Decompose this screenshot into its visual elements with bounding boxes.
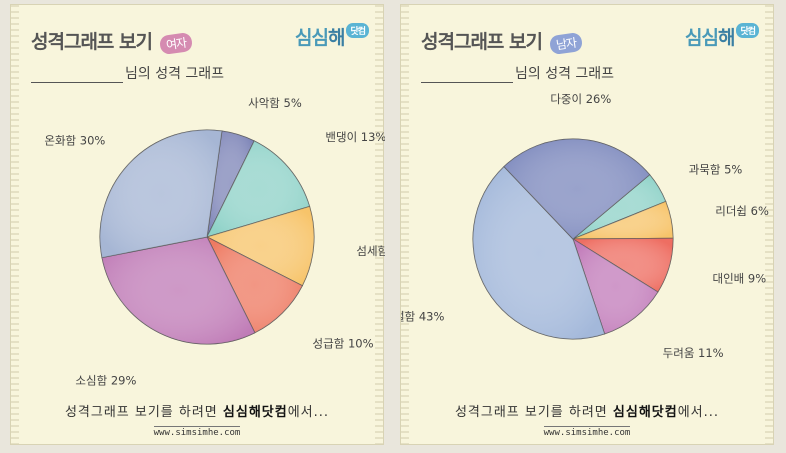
pie-slice-shading (573, 238, 673, 292)
url-text[interactable]: www.simsimhe.com (153, 426, 241, 438)
subtitle-text: 님의 성격 그래프 (515, 66, 615, 82)
footer-suffix: 에서... (677, 405, 720, 420)
site-logo[interactable]: 심심해 닷컴 (685, 23, 759, 50)
site-url[interactable]: www.simsimhe.com (401, 426, 773, 438)
footer-site-name: 심심해닷컴 (612, 405, 678, 420)
logo-text-2: 해 (717, 27, 736, 49)
slice-label: 털털함 43% (401, 309, 444, 323)
pie-slice-shading (100, 129, 222, 258)
pie-slice-shading (573, 239, 658, 334)
footer-site-name: 심심해닷컴 (222, 405, 288, 420)
pie-slice-shading (473, 166, 605, 339)
logo-text: 심심 (294, 27, 329, 49)
name-blank-line (421, 68, 513, 83)
page-title: 성격그래프 보기 남자 (421, 27, 584, 56)
pie-slice-shading (207, 131, 255, 237)
female-graph-panel: 성격그래프 보기 여자 심심해 닷컴 님의 성격 그래프 사악함 5% 밴댕이 13%… (10, 4, 385, 445)
footer-prefix: 성격그래프 보기를 하려면 (454, 405, 613, 420)
perforation-right (765, 5, 773, 444)
slice-label: 사악함 5% (248, 96, 302, 110)
pie-slice-shading (207, 206, 314, 286)
male-graph-panel: 성격그래프 보기 남자 심심해 닷컴 님의 성격 그래프 과묵함 5% 리더쉽 6% 대… (400, 4, 774, 445)
footer-suffix: 에서... (287, 405, 330, 420)
slice-label: 두려움 11% (663, 346, 724, 360)
url-text[interactable]: www.simsimhe.com (543, 426, 631, 438)
name-subtitle: 님의 성격 그래프 (31, 63, 224, 83)
footer-text: 성격그래프 보기를 하려면 심심해닷컴에서... (401, 401, 773, 420)
slice-label: 소심함 29% (75, 374, 136, 388)
pie-slice-shading (573, 174, 666, 239)
pie-slice-shading (101, 237, 255, 344)
female-pie-chart: 사악함 5% 밴댕이 13% 섬세함 12% 성급함 10% 소심함 29% 온화함 30… (44, 96, 385, 388)
logo-badge: 닷컴 (736, 23, 759, 38)
logo-badge: 닷컴 (346, 23, 369, 38)
perforation-right (375, 5, 383, 444)
slice-label: 섬세함 12% (356, 244, 385, 258)
perforation-left (401, 5, 409, 444)
slice-label: 리더쉽 6% (715, 204, 769, 218)
slice-label: 성급함 10% (313, 337, 374, 351)
title-text: 성격그래프 보기 (31, 31, 153, 53)
site-url[interactable]: www.simsimhe.com (11, 426, 383, 438)
footer-text: 성격그래프 보기를 하려면 심심해닷컴에서... (11, 401, 383, 420)
footer-prefix: 성격그래프 보기를 하려면 (64, 405, 223, 420)
pie-slice-shading (573, 201, 673, 239)
male-pie-chart: 과묵함 5% 리더쉽 6% 대인배 9% 두려움 11% 털털함 43% 다중이 26% (401, 92, 769, 360)
slice-label: 대인배 9% (713, 271, 767, 285)
pie-slice-shading (207, 140, 310, 237)
site-logo[interactable]: 심심해 닷컴 (295, 23, 369, 50)
logo-text-2: 해 (327, 27, 346, 49)
slice-label: 밴댕이 13% (325, 130, 385, 144)
subtitle-text: 님의 성격 그래프 (125, 66, 225, 82)
page-title: 성격그래프 보기 여자 (31, 27, 194, 56)
perforation-left (11, 5, 19, 444)
slice-label: 과묵함 5% (689, 162, 743, 176)
pie-slice-shading (504, 139, 650, 239)
name-subtitle: 님의 성격 그래프 (421, 63, 614, 83)
logo-text: 심심 (684, 27, 719, 49)
slice-label: 온화함 30% (44, 134, 105, 148)
pie-slice-shading (207, 237, 303, 333)
title-text: 성격그래프 보기 (421, 31, 543, 53)
name-blank-line (31, 68, 123, 83)
slice-label: 다중이 26% (550, 92, 611, 106)
